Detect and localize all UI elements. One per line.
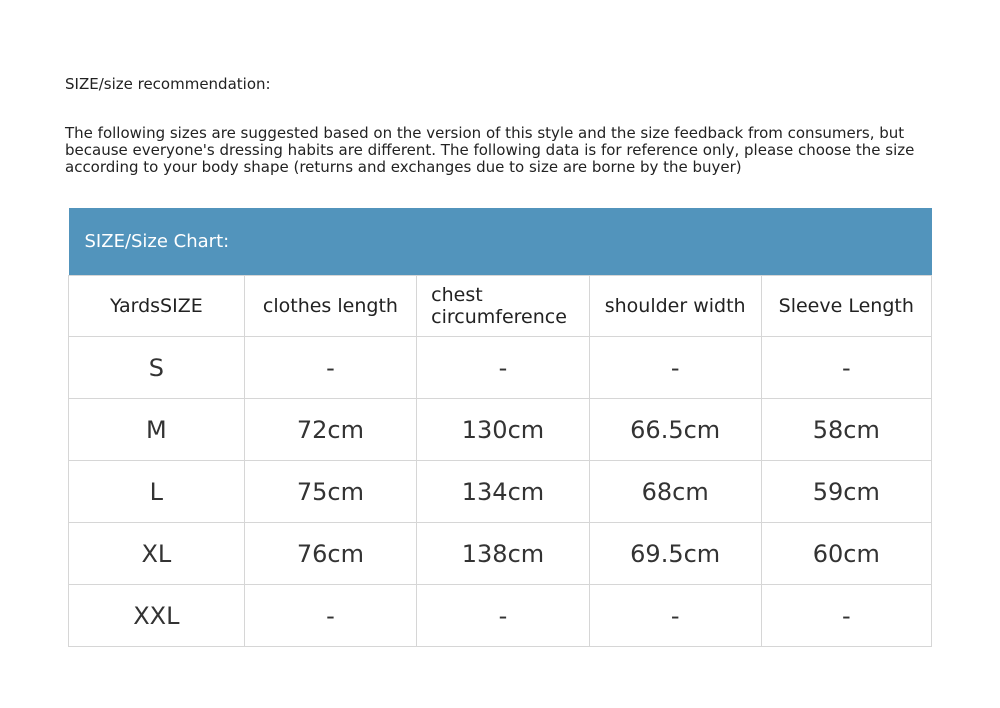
size-label-cell: S — [68, 336, 245, 399]
measurement-cell: 60cm — [760, 522, 933, 585]
table-row: L 75cm 134cm 68cm 59cm — [68, 460, 933, 523]
table-row: M 72cm 130cm 66.5cm 58cm — [68, 398, 933, 461]
table-row: XL 76cm 138cm 69.5cm 60cm — [68, 522, 933, 585]
page-title: SIZE/size recommendation: — [65, 75, 271, 93]
measurement-cell: - — [760, 584, 933, 647]
table-row: XXL - - - - — [68, 584, 933, 647]
size-label-cell: L — [68, 460, 245, 523]
measurement-cell: 59cm — [760, 460, 933, 523]
measurement-cell: - — [760, 336, 933, 399]
measurement-cell: - — [588, 584, 762, 647]
size-label-cell: XXL — [68, 584, 245, 647]
measurement-cell: 69.5cm — [588, 522, 762, 585]
measurement-cell: 138cm — [416, 522, 590, 585]
measurement-cell: 66.5cm — [588, 398, 762, 461]
header-cell: clothes length — [243, 275, 418, 337]
header-row: YardsSIZE clothes length chest circumfer… — [68, 275, 933, 337]
measurement-cell: 58cm — [760, 398, 933, 461]
measurement-cell: - — [416, 584, 590, 647]
banner-title: SIZE/Size Chart: — [68, 208, 932, 276]
table-banner: SIZE/Size Chart: — [68, 208, 932, 276]
description: The following sizes are suggested based … — [65, 124, 915, 176]
measurement-cell: - — [588, 336, 762, 399]
measurement-cell: 72cm — [243, 398, 418, 461]
header-cell: shoulder width — [588, 275, 762, 337]
measurement-cell: 68cm — [588, 460, 762, 523]
measurement-cell: - — [416, 336, 590, 399]
header-cell: Sleeve Length — [760, 275, 933, 337]
measurement-cell: 130cm — [416, 398, 590, 461]
size-label-cell: M — [68, 398, 245, 461]
header-cell: chest circumference — [416, 275, 590, 337]
measurement-cell: 76cm — [243, 522, 418, 585]
measurement-cell: 134cm — [416, 460, 590, 523]
size-chart-table: SIZE/Size Chart: YardsSIZE clothes lengt… — [68, 208, 933, 647]
measurement-cell: 75cm — [243, 460, 418, 523]
size-label-cell: XL — [68, 522, 245, 585]
measurement-cell: - — [243, 336, 418, 399]
header-cell: YardsSIZE — [68, 275, 245, 337]
measurement-cell: - — [243, 584, 418, 647]
table-row: S---- — [68, 336, 933, 399]
